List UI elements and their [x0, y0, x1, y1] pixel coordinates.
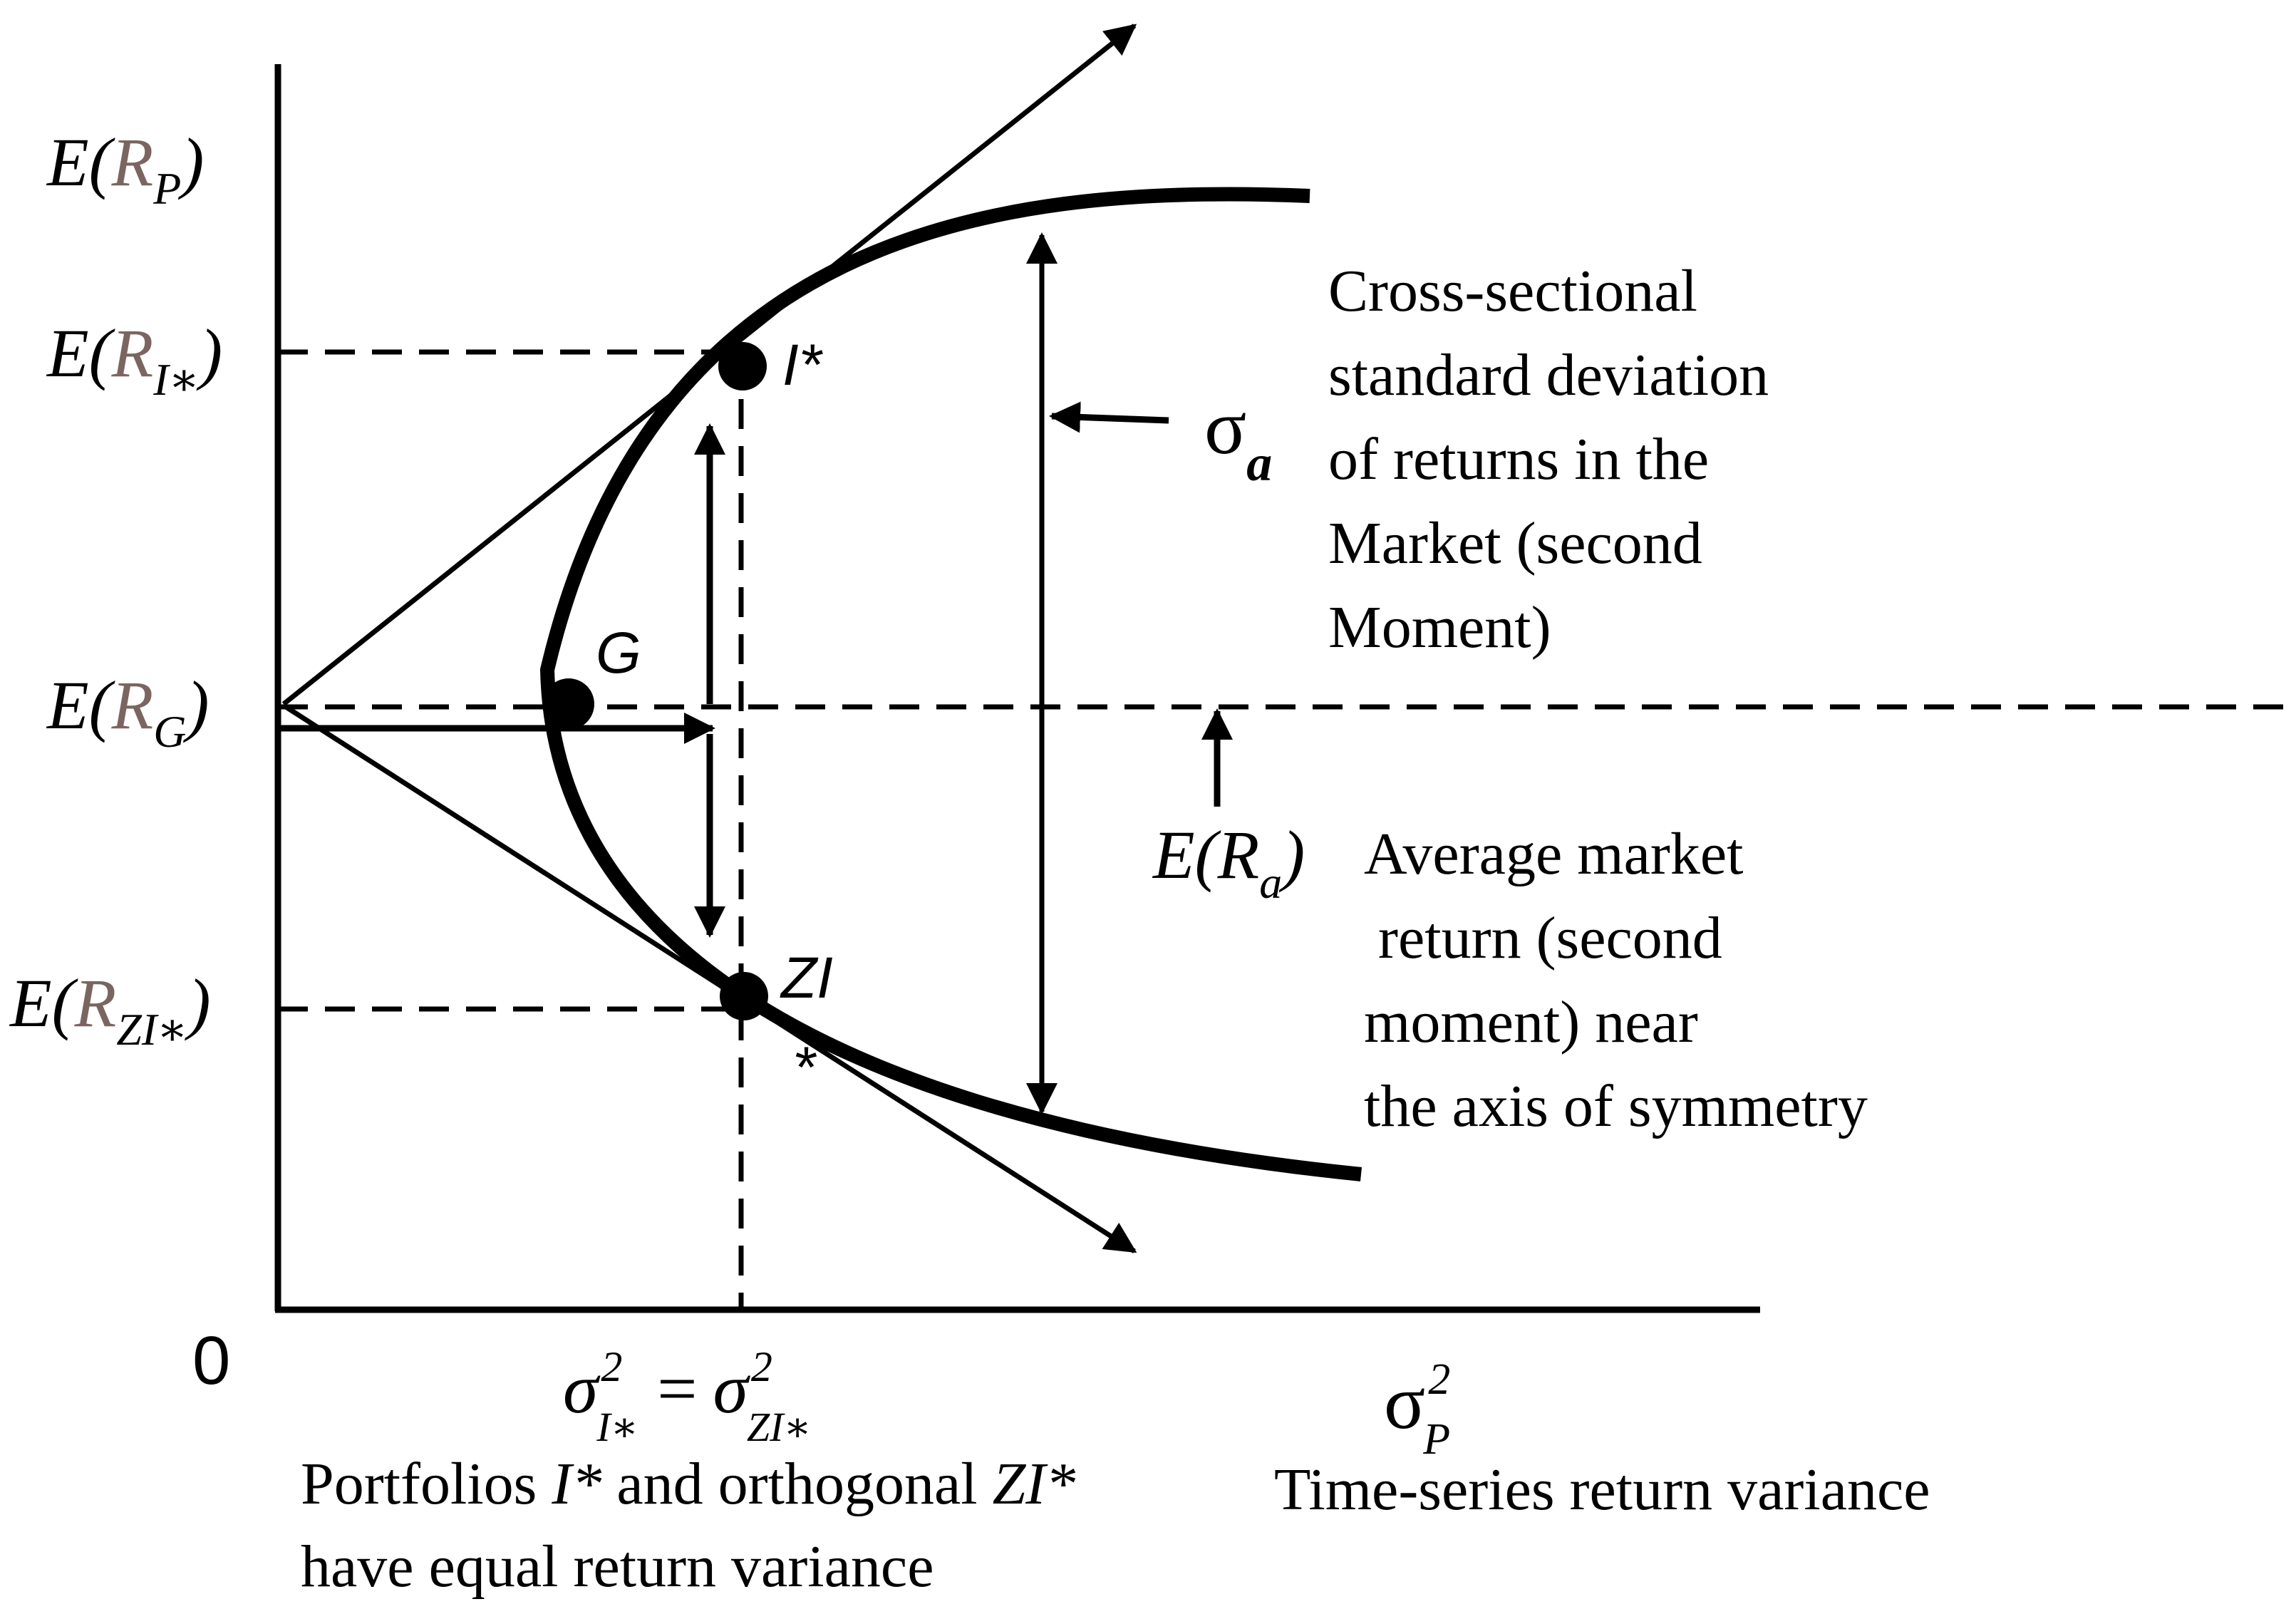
time-series-note: Time-series return variance: [1274, 1457, 1930, 1523]
sigma-a-pointer-arrow: [1049, 401, 1169, 433]
origin-label: 0: [192, 1323, 230, 1399]
point-i-star: [718, 342, 767, 390]
average-market-note: Average market return (second moment) ne…: [1364, 821, 1868, 1139]
label-zi-star: *: [792, 1035, 817, 1100]
sigma-a-label: σa: [1204, 383, 1272, 492]
lower-tangent-arrow: [282, 703, 1137, 1253]
point-g: [543, 678, 594, 730]
cross-sectional-note: Cross-sectional standard deviation of re…: [1328, 258, 1784, 661]
x-axis-label: σ2 P: [1384, 1355, 1450, 1464]
label-g: G: [596, 621, 641, 686]
label-zi: ZI: [780, 946, 833, 1010]
point-zi-star: [720, 972, 768, 1020]
era-label: E(Ra): [1152, 817, 1305, 908]
y-label-rg: E(RG): [46, 667, 209, 757]
upper-tangent-arrow: [281, 24, 1137, 706]
portfolios-note-line2: have equal return variance: [301, 1533, 934, 1600]
x-tick-equal-variance: σ2 I∗ = σ2 ZI∗: [563, 1343, 812, 1450]
efficient-frontier-curve: [539, 187, 1362, 1181]
y-label-ri: E(RI∗): [46, 315, 222, 405]
portfolios-note-line1: Portfolios I* and orthogonal ZI*: [301, 1451, 1075, 1517]
y-label-rp: E(RP): [46, 124, 204, 214]
y-label-rzi: E(RZI∗): [9, 965, 211, 1055]
label-i-star: I*: [782, 333, 824, 398]
